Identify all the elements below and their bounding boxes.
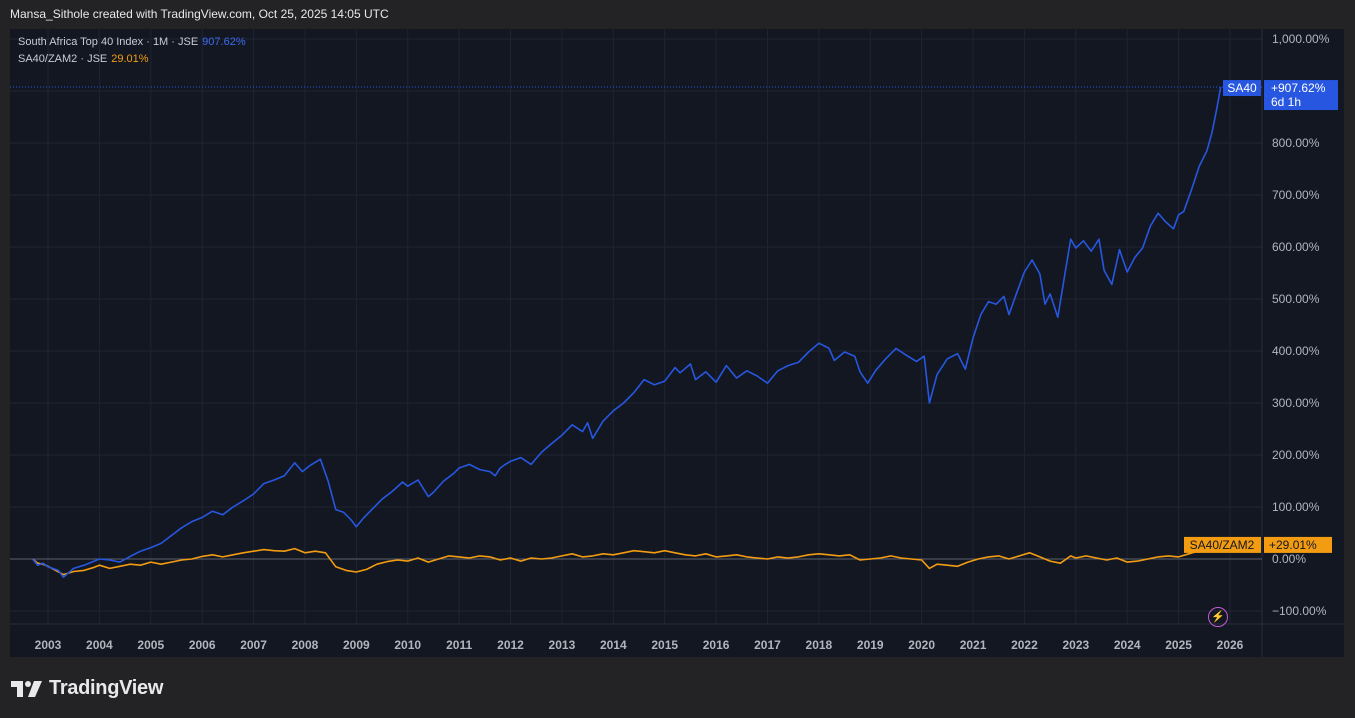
sa40-value-text: +907.62% xyxy=(1271,81,1326,95)
grid-lines xyxy=(10,29,1344,657)
x-tick-label: 2010 xyxy=(394,638,421,652)
ratio-ticker-text: SA40/ZAM2 xyxy=(1190,538,1255,552)
y-tick-label: 1,000.00% xyxy=(1272,32,1330,46)
y-tick-label: 300.00% xyxy=(1272,396,1320,410)
y-tick-label: 600.00% xyxy=(1272,240,1320,254)
x-tick-label: 2014 xyxy=(600,638,627,652)
price-badges: SA40 +907.62%6d 1h SA40/ZAM2 +29.01% xyxy=(1184,80,1338,553)
x-axis-labels: 2003 2004 2005 2006 2007 2008 2009 2010 2011 2012… xyxy=(35,638,1244,652)
series-line xyxy=(32,543,1221,576)
x-tick-label: 2005 xyxy=(137,638,164,652)
x-tick-label: 2009 xyxy=(343,638,370,652)
x-tick-label: 2022 xyxy=(1011,638,1038,652)
legend-secondary-value: 29.01% xyxy=(111,53,149,65)
sa40-countdown-text: 6d 1h xyxy=(1271,95,1301,109)
x-tick-label: 2011 xyxy=(446,638,472,652)
y-tick-label: −100.00% xyxy=(1272,604,1327,618)
lightning-icon[interactable]: ⚡ xyxy=(1208,607,1228,627)
line-chart[interactable]: 1,000.00% 800.00% 700.00% 600.00% 500.00% 400… xyxy=(10,29,1344,657)
ratio-value-badge xyxy=(1264,536,1332,553)
x-tick-label: 2017 xyxy=(754,638,781,652)
legend-primary[interactable]: South Africa Top 40 Index · 1M · JSE 907.… xyxy=(18,36,246,48)
x-tick-label: 2012 xyxy=(497,638,524,652)
series-lines xyxy=(10,86,1262,578)
series-line xyxy=(31,86,1222,578)
x-tick-label: 2025 xyxy=(1165,638,1192,652)
y-axis-labels: 1,000.00% 800.00% 700.00% 600.00% 500.00% 400… xyxy=(1272,32,1330,618)
y-tick-label: 100.00% xyxy=(1272,500,1320,514)
attribution-text: Mansa_Sithole created with TradingView.c… xyxy=(10,7,389,21)
y-tick-label: 800.00% xyxy=(1272,136,1320,150)
brand-wordmark: TradingView xyxy=(49,676,164,699)
sa40-ticker-badge xyxy=(1223,80,1261,97)
tradingview-logo[interactable]: TradingView xyxy=(11,677,163,699)
x-tick-label: 2023 xyxy=(1062,638,1089,652)
legend-secondary-name: SA40/ZAM2 · JSE xyxy=(18,53,108,65)
x-tick-label: 2026 xyxy=(1217,638,1244,652)
ratio-ticker-badge xyxy=(1184,536,1261,553)
x-tick-label: 2016 xyxy=(703,638,730,652)
ratio-value-text: +29.01% xyxy=(1269,538,1317,552)
sa40-ticker-text: SA40 xyxy=(1227,81,1257,95)
x-tick-label: 2024 xyxy=(1114,638,1141,652)
legend-primary-value: 907.62% xyxy=(202,36,246,48)
legend-secondary[interactable]: SA40/ZAM2 · JSE 29.01% xyxy=(18,53,149,65)
y-tick-label: 700.00% xyxy=(1272,188,1320,202)
y-tick-label: 400.00% xyxy=(1272,344,1320,358)
x-tick-label: 2003 xyxy=(35,638,62,652)
y-tick-label: 500.00% xyxy=(1272,292,1320,306)
x-tick-label: 2018 xyxy=(806,638,833,652)
tv-logo-icon xyxy=(11,681,42,697)
y-tick-label: 0.00% xyxy=(1272,552,1306,566)
x-tick-label: 2006 xyxy=(189,638,216,652)
x-tick-label: 2004 xyxy=(86,638,113,652)
x-tick-label: 2007 xyxy=(240,638,267,652)
chart-panel[interactable]: 1,000.00% 800.00% 700.00% 600.00% 500.00% 400… xyxy=(10,29,1344,657)
sa40-value-badge xyxy=(1264,80,1338,111)
x-tick-label: 2019 xyxy=(857,638,884,652)
x-tick-label: 2015 xyxy=(651,638,678,652)
legend-primary-name: South Africa Top 40 Index · 1M · JSE xyxy=(18,36,199,48)
x-tick-label: 2020 xyxy=(908,638,935,652)
x-tick-label: 2008 xyxy=(292,638,319,652)
x-tick-label: 2013 xyxy=(549,638,576,652)
x-tick-label: 2021 xyxy=(960,638,987,652)
y-tick-label: 200.00% xyxy=(1272,448,1320,462)
